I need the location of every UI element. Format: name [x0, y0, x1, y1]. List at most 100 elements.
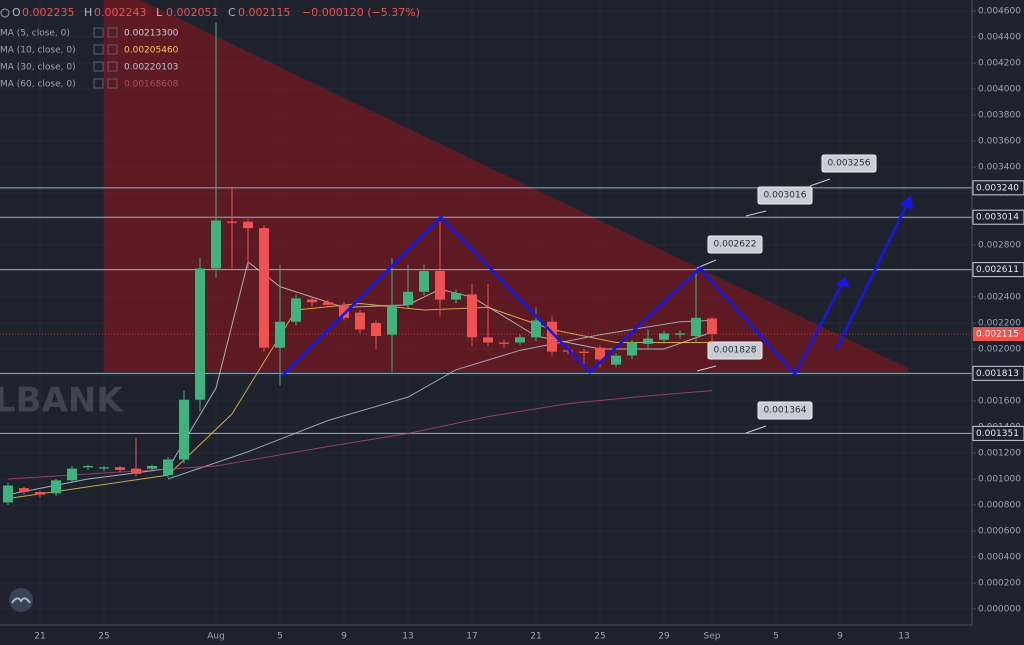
candle-body [467, 294, 477, 338]
triangle-pattern [104, 0, 908, 372]
legend-icon [93, 78, 104, 89]
x-tick-label: 25 [594, 632, 605, 642]
y-tick-label: 0.001200 [978, 449, 1021, 459]
candle-body [435, 271, 445, 300]
legend-value: 0.00213300 [124, 29, 179, 39]
candle-body [451, 293, 461, 300]
legend-name: MA (30, close, 0) [0, 63, 76, 73]
candle-body [307, 299, 317, 303]
callout-box [757, 401, 813, 420]
candle-body [323, 302, 333, 305]
callout-label: 0.003016 [764, 191, 807, 201]
callout-pointer [745, 425, 767, 434]
pattern-arrow [834, 197, 912, 351]
y-tick-label: 0.004400 [978, 33, 1021, 43]
callout-label: 0.003256 [828, 159, 871, 169]
watermark: LBANK [0, 381, 124, 421]
candle-body [483, 337, 493, 343]
x-tick-label: 5 [277, 632, 283, 642]
y-tick-label: 0.001000 [978, 475, 1021, 485]
legend-name: MA (10, close, 0) [0, 46, 76, 56]
level-label-box [972, 425, 1024, 441]
moving-average [7, 390, 713, 480]
candle-body [115, 467, 125, 470]
candle-body [707, 318, 717, 335]
callout-pointer [696, 365, 717, 372]
y-tick-label: 0.000800 [978, 501, 1021, 511]
candle-body [659, 333, 669, 340]
logo-mark [11, 597, 31, 604]
candle-body [243, 221, 253, 229]
candle-body [179, 399, 189, 460]
candle-body [131, 468, 141, 474]
candle-body [611, 355, 621, 365]
legend-icon [93, 44, 104, 55]
level-label-box [972, 262, 1024, 278]
x-tick-label: 25 [98, 632, 109, 642]
legend-icon [107, 78, 118, 89]
candle-body [163, 459, 173, 476]
moving-average [167, 319, 713, 480]
legend-icon [107, 44, 118, 55]
candle-body [499, 342, 509, 344]
candle-body [67, 468, 77, 481]
x-tick-label: Aug [207, 632, 225, 642]
candle-body [387, 304, 397, 335]
candle-body [195, 268, 205, 400]
x-tick-label: 21 [34, 632, 45, 642]
x-tick-label: 21 [530, 632, 541, 642]
x-tick-label: 5 [773, 632, 779, 642]
level-label-box [972, 180, 1024, 196]
ohlc-key: H [84, 6, 92, 19]
plot: 0.003256 0.003016 0.002622 0.001828 0.001364 [0, 22, 972, 506]
candle-body [419, 271, 429, 292]
legend-icon [93, 61, 104, 72]
y-tick-label: 0.001600 [978, 397, 1021, 407]
ohlc-change: −0.000120 (−5.37%) [302, 6, 420, 19]
candle-body [547, 321, 557, 352]
level-label: 0.003014 [976, 213, 1019, 223]
candle-body [643, 338, 653, 344]
candle-body [99, 467, 109, 469]
ohlc-key: C [228, 6, 236, 19]
arrow-head [835, 276, 850, 288]
level-label: 0.002611 [976, 265, 1019, 275]
candle-body [83, 466, 93, 468]
ohlc-value: 0.002243 [94, 6, 147, 19]
callout-label: 0.002622 [714, 240, 757, 250]
candle-body [339, 304, 349, 318]
legend-value: 0.00220103 [124, 63, 178, 73]
candle-body [579, 351, 589, 353]
candle-body [595, 347, 605, 360]
y-tick-label: 0.002800 [978, 241, 1021, 251]
candle-body [35, 492, 45, 495]
ohlc-value: 0.002051 [166, 6, 219, 19]
callout-pointer [745, 210, 767, 217]
candle-body [259, 228, 269, 348]
header-icon [0, 8, 10, 18]
candle-body [291, 298, 301, 322]
x-tick-label: 13 [402, 632, 413, 642]
callout-box [707, 235, 763, 254]
pattern-arrow [281, 215, 847, 377]
candle-body [355, 312, 365, 330]
y-tick-label: 0.004600 [978, 7, 1021, 17]
y-tick-label: 0.000400 [978, 553, 1021, 563]
candle-body [403, 291, 413, 305]
callout-label: 0.001828 [714, 346, 757, 356]
axis: 0.000000 0.000200 0.000400 0.000600 0.000800… [34, 7, 1024, 642]
ohlc-value: 0.002115 [238, 6, 291, 19]
candle-body [371, 323, 381, 337]
legend-name: MA (5, close, 0) [0, 29, 70, 39]
legend-icon [107, 27, 118, 38]
ohlc-key: L [156, 6, 163, 19]
x-tick-label: 13 [898, 632, 909, 642]
y-tick-label: 0.000600 [978, 527, 1021, 537]
candle-body [19, 488, 29, 493]
legend-name: MA (60, close, 0) [0, 80, 76, 90]
candle-body [3, 485, 13, 503]
moving-average [7, 261, 713, 496]
level-label: 0.001351 [976, 429, 1019, 439]
x-tick-label: 29 [658, 632, 670, 642]
